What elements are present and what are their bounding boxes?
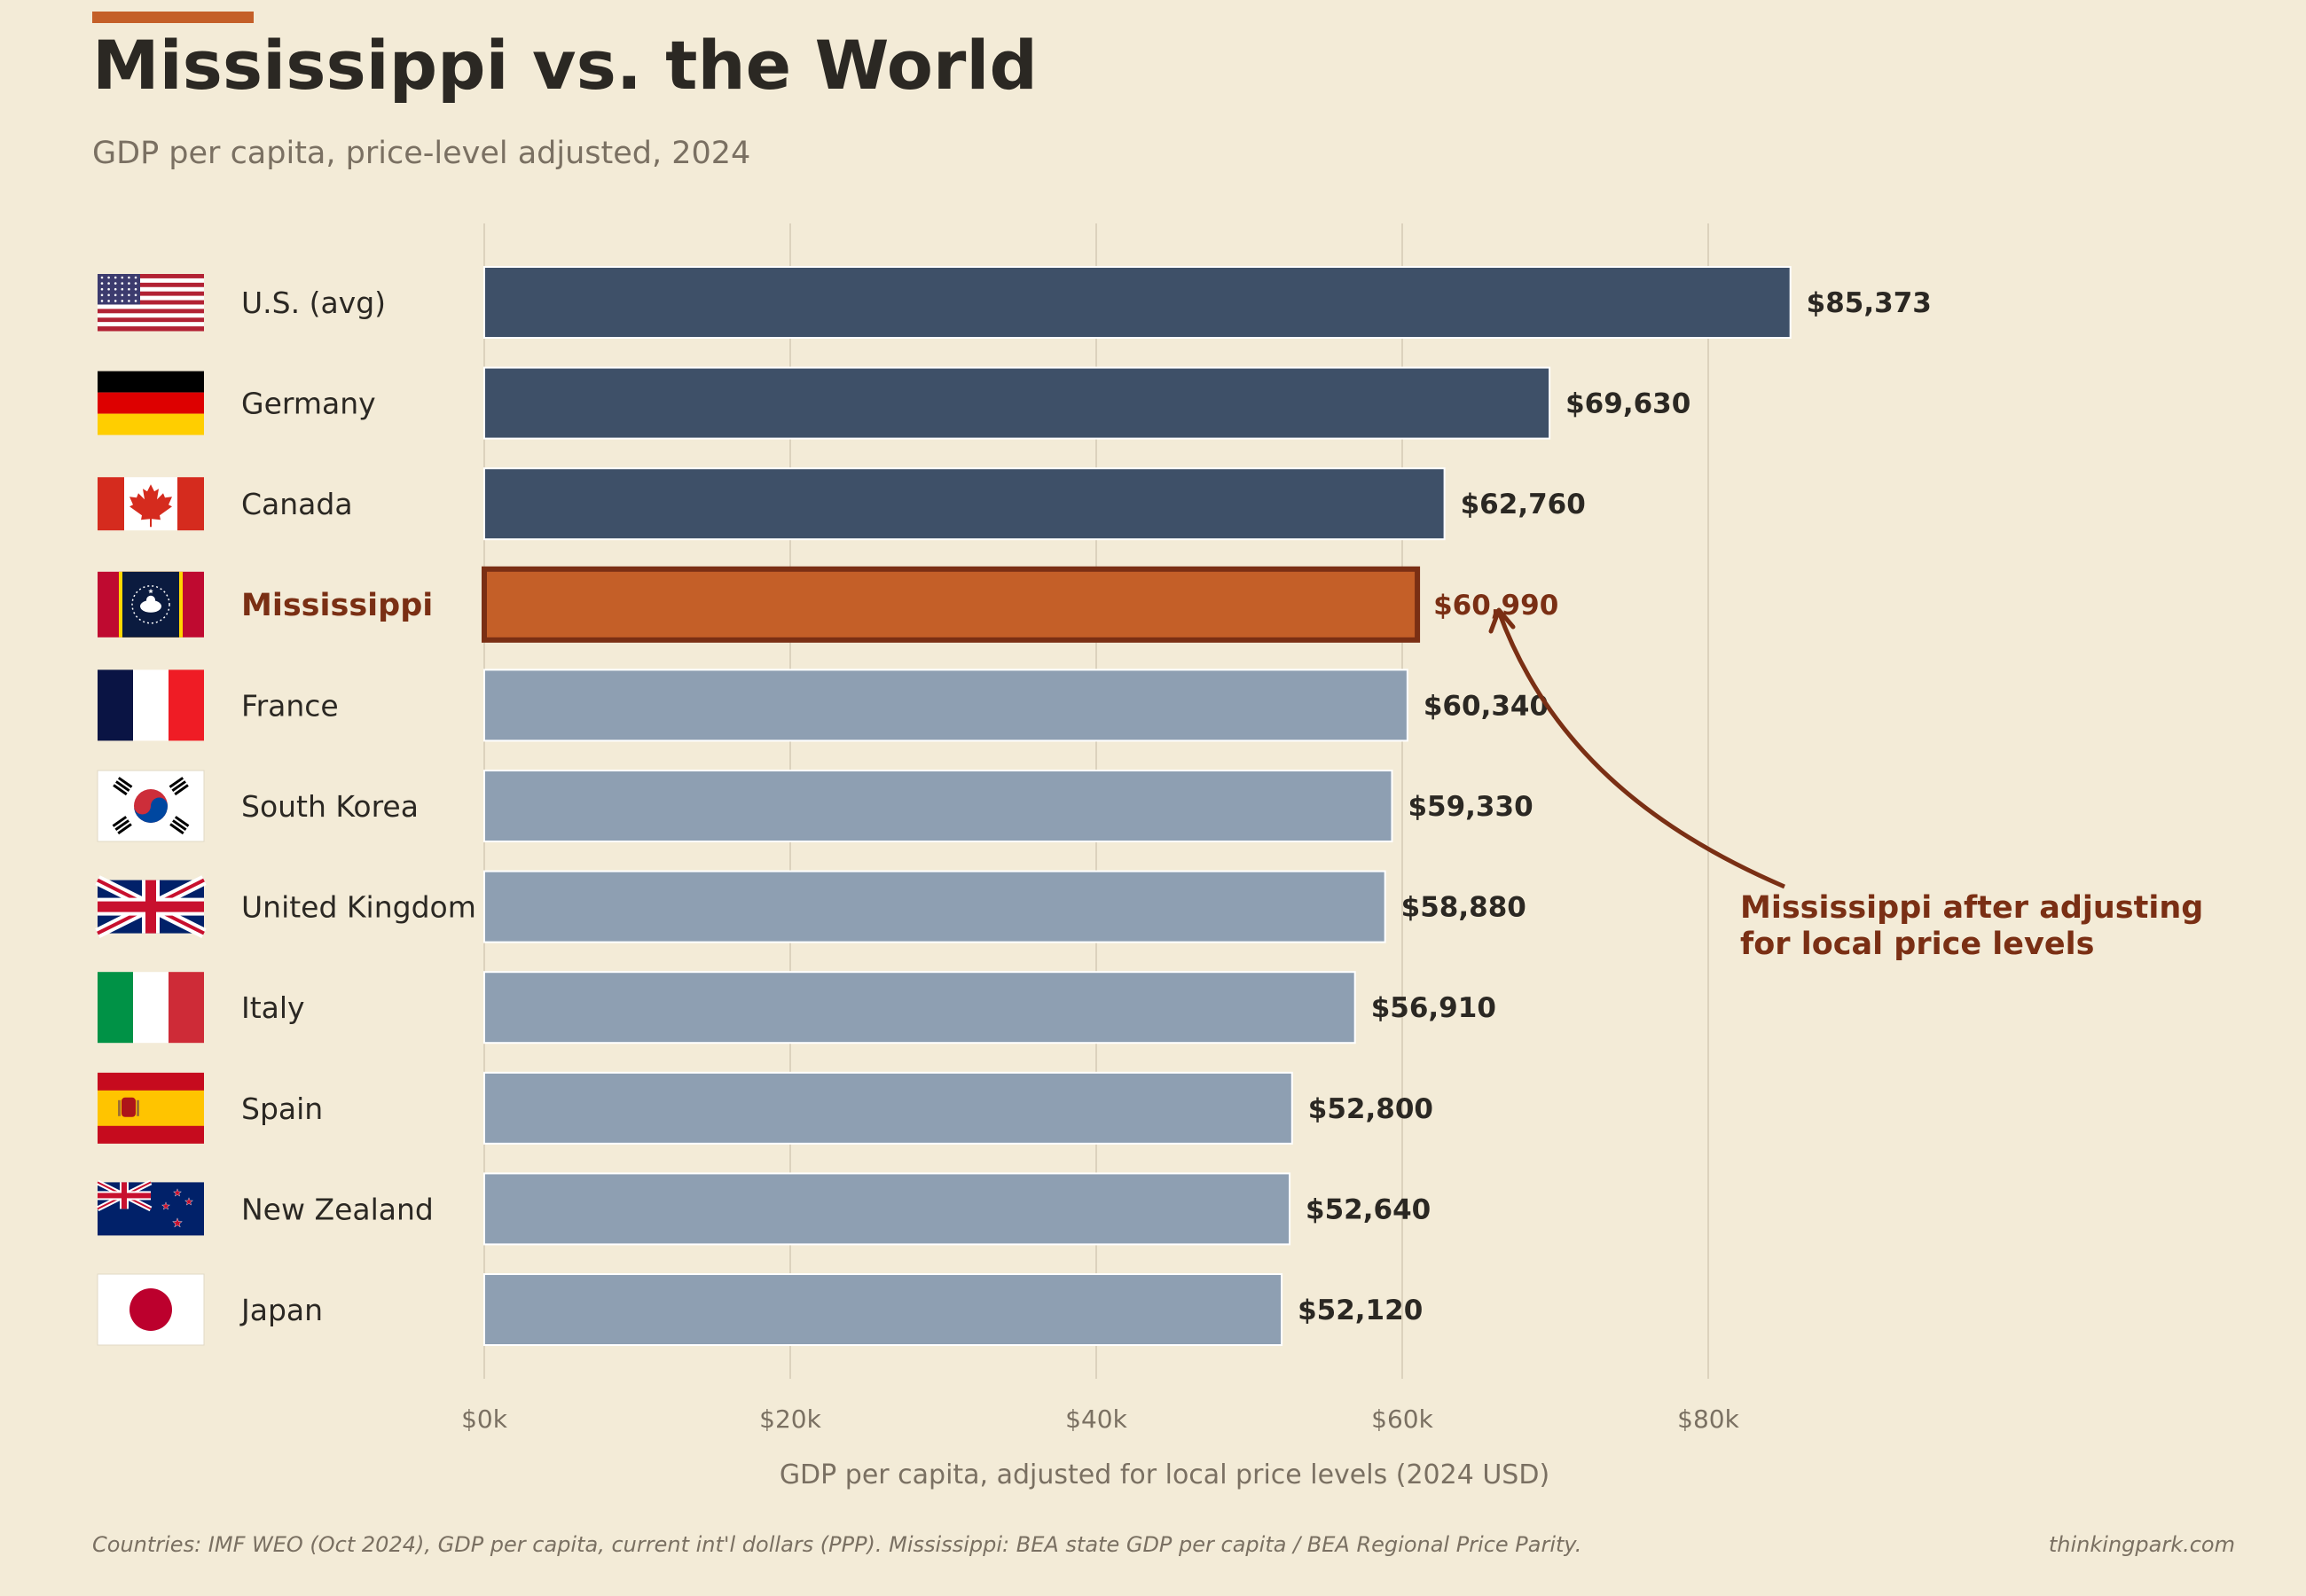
- uk-flag: [95, 875, 207, 938]
- mississippi-flag: [98, 571, 204, 638]
- bar-u-s-avg: [483, 266, 1792, 339]
- value-label: $85,373: [1807, 287, 1932, 319]
- new-zealand-flag: [96, 1179, 204, 1236]
- spain-flag: [98, 1072, 204, 1144]
- bar-mississippi: [482, 566, 1421, 643]
- source-note: Countries: IMF WEO (Oct 2024), GDP per c…: [92, 1532, 1581, 1557]
- category-label: United Kingdom: [241, 890, 476, 925]
- accent-bar: [92, 12, 254, 23]
- value-label: $58,880: [1401, 892, 1526, 924]
- value-label: $56,910: [1371, 992, 1496, 1024]
- bars: [482, 266, 1792, 1346]
- category-label: Germany: [241, 387, 376, 421]
- chart-subtitle: GDP per capita, price-level adjusted, 20…: [92, 136, 750, 171]
- site-credit: thinkingpark.com: [2049, 1532, 2235, 1557]
- x-axis-label: GDP per capita, adjusted for local price…: [780, 1459, 1549, 1490]
- category-label: France: [241, 688, 339, 723]
- canada-flag: [98, 477, 204, 531]
- flags: [95, 274, 207, 1346]
- category-labels: U.S. (avg) Germany Canada Mississippi France…: [239, 286, 476, 1327]
- value-label: $62,760: [1461, 489, 1586, 520]
- category-label: Spain: [241, 1091, 323, 1126]
- category-label: Canada: [241, 487, 353, 521]
- germany-flag: [98, 371, 204, 435]
- chart-title: Mississippi vs. the World: [92, 26, 1038, 105]
- annotation-line-1: Mississippi after adjusting: [1740, 890, 2203, 926]
- france-flag: [98, 669, 204, 741]
- x-tick-label: $0k: [461, 1404, 508, 1434]
- value-label: $52,640: [1306, 1193, 1431, 1225]
- annotation-line-2: for local price levels: [1740, 927, 2094, 962]
- bar-france: [483, 669, 1408, 742]
- category-label: Japan: [239, 1293, 323, 1327]
- bar-germany: [483, 366, 1551, 440]
- x-tick-label: $40k: [1065, 1404, 1127, 1434]
- value-label: $52,120: [1298, 1295, 1423, 1326]
- bar-japan: [483, 1273, 1283, 1346]
- bar-south-korea: [483, 770, 1393, 842]
- bar-united-kingdom: [483, 870, 1386, 943]
- value-label: $69,630: [1565, 388, 1690, 420]
- arrow-head: [1488, 607, 1516, 634]
- category-label: U.S. (avg): [241, 286, 386, 320]
- category-label: South Korea: [241, 789, 419, 824]
- bar-new-zealand: [483, 1172, 1291, 1246]
- south-korea-flag: [97, 770, 205, 842]
- annotation-arrow: [1496, 611, 1785, 889]
- value-labels: $85,373$69,630$62,760$60,990$60,340$59,3…: [1298, 287, 1932, 1326]
- x-tick-label: $60k: [1371, 1404, 1433, 1434]
- category-label: Italy: [241, 990, 305, 1025]
- category-label: Mississippi: [241, 588, 433, 623]
- japan-flag: [97, 1273, 205, 1346]
- annotation: Mississippi after adjusting for local pr…: [1488, 607, 2203, 962]
- x-tick-labels: $0k $20k $40k $60k $80k: [461, 1404, 1740, 1434]
- italy-flag: [98, 972, 204, 1044]
- bar-spain: [483, 1071, 1293, 1145]
- bar-italy: [483, 971, 1356, 1044]
- value-label: $60,340: [1424, 690, 1549, 722]
- value-label: $52,800: [1308, 1093, 1433, 1125]
- bar-canada: [483, 467, 1446, 541]
- x-tick-label: $20k: [759, 1404, 821, 1434]
- us-flag: [98, 274, 204, 332]
- category-label: New Zealand: [241, 1192, 434, 1226]
- x-tick-label: $80k: [1677, 1404, 1739, 1434]
- value-label: $59,330: [1408, 791, 1533, 823]
